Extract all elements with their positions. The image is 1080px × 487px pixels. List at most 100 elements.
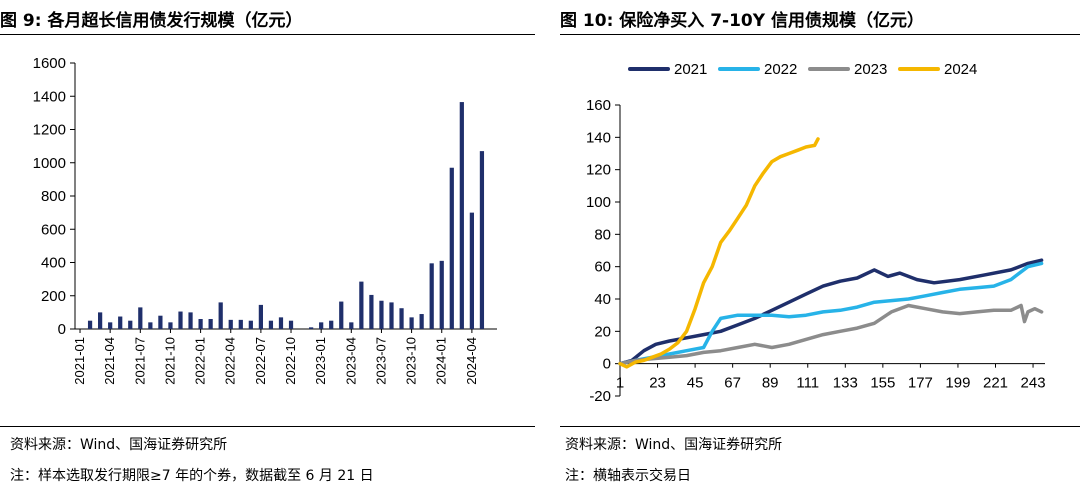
left-title-rule xyxy=(0,34,535,35)
bar-2023-03 xyxy=(339,301,344,329)
bar-2022-03 xyxy=(218,302,223,329)
y-tick-label: 20 xyxy=(594,323,611,340)
x-tick-label: 2021-10 xyxy=(163,337,178,385)
x-tick-label: 2023-01 xyxy=(313,337,328,385)
right-source: 资料来源：Wind、国海证券研究所 xyxy=(565,437,783,453)
bar-2021-06 xyxy=(128,320,133,329)
bar-2022-02 xyxy=(208,319,213,329)
bar-2022-04 xyxy=(228,319,233,329)
y-tick-label: 80 xyxy=(594,226,611,243)
bar-2024-01 xyxy=(439,260,444,329)
bar-2023-01 xyxy=(319,322,324,329)
y-tick-label: 1400 xyxy=(33,88,66,105)
bar-2023-11 xyxy=(419,314,424,329)
y-tick-label: 400 xyxy=(41,255,66,272)
left-panel: 图 9: 各月超长信用债发行规模（亿元） 0 200 400 600 800 1000 12… xyxy=(0,11,535,484)
legend-label-2021: 2021 xyxy=(674,61,707,78)
x-tick-label: 221 xyxy=(983,375,1008,392)
y-tick-label: 200 xyxy=(41,288,66,305)
right-footer-rule xyxy=(560,426,1080,427)
bar-2021-11 xyxy=(178,311,183,329)
bar-2023-07 xyxy=(379,300,384,329)
y-tick-label: 1200 xyxy=(33,122,66,139)
right-figure-title: 图 10: 保险净买入 7-10Y 信用债规模（亿元） xyxy=(560,11,924,31)
y-tick-label: 0 xyxy=(603,356,611,373)
bar-2024-02 xyxy=(449,167,454,329)
bar-2023-10 xyxy=(409,317,414,329)
y-tick-label: -20 xyxy=(589,388,611,405)
y-tick-label: 1000 xyxy=(33,155,66,172)
x-tick-label: 1 xyxy=(616,375,624,392)
legend-label-2023: 2023 xyxy=(854,61,887,78)
bar-2022-05 xyxy=(238,319,243,329)
x-tick-label: 243 xyxy=(1021,375,1046,392)
line-chart: -20 0 20 40 60 80 100 120 140 160 1 23 45 67 89 111 133 1… xyxy=(586,61,1046,405)
x-tick-label: 2023-10 xyxy=(404,337,419,385)
bar-2022-08 xyxy=(268,320,274,329)
bar-2024-04 xyxy=(469,212,474,330)
series-line-2022 xyxy=(618,261,1044,366)
right-panel: 图 10: 保险净买入 7-10Y 信用债规模（亿元） -20 0 20 40 60 80… xyxy=(560,0,1080,487)
y-tick-label: 40 xyxy=(594,291,611,308)
bar-2021-09 xyxy=(158,315,163,329)
legend-label-2022: 2022 xyxy=(764,61,797,78)
x-tick-label: 2022-10 xyxy=(283,337,298,385)
bar-2022-09 xyxy=(278,317,284,329)
bar-2022-12 xyxy=(309,327,314,329)
bar-2021-07 xyxy=(138,307,143,329)
legend-label-2024: 2024 xyxy=(944,61,977,78)
x-tick-label: 199 xyxy=(945,375,970,392)
y-tick-label: 140 xyxy=(586,129,611,146)
x-tick-label: 177 xyxy=(908,375,933,392)
bar-2022-06 xyxy=(248,320,253,329)
y-tick-label: 120 xyxy=(586,162,611,179)
bar-2023-04 xyxy=(349,322,354,329)
x-tick-label: 2021-07 xyxy=(132,337,147,385)
left-note: 注：样本选取发行期限≥7 年的个券，数据截至 6 月 21 日 xyxy=(10,468,374,484)
y-tick-label: 800 xyxy=(41,188,66,205)
left-source: 资料来源：Wind、国海证券研究所 xyxy=(10,437,228,453)
bar-chart: 0 200 400 600 800 1000 1200 1400 1600 2021-01 2021… xyxy=(33,55,497,385)
series-line-2024 xyxy=(618,137,820,369)
bar-2021-03 xyxy=(98,312,103,330)
bar-2023-12 xyxy=(429,263,434,329)
bar-2021-10 xyxy=(168,322,173,329)
bar-2023-02 xyxy=(329,320,334,329)
x-tick-label: 2024-04 xyxy=(464,337,479,385)
bar-2021-02 xyxy=(87,320,93,329)
bar-2021-05 xyxy=(118,316,123,329)
x-tick-label: 2024-01 xyxy=(434,337,449,385)
right-note: 注：横轴表示交易日 xyxy=(565,468,691,484)
x-tick-label: 155 xyxy=(870,375,895,392)
bar-2021-12 xyxy=(188,312,193,330)
series-line-2023 xyxy=(618,303,1044,366)
y-tick-label: 1600 xyxy=(33,55,66,72)
x-tick-label: 89 xyxy=(762,375,779,392)
x-tick-label: 23 xyxy=(649,375,666,392)
bar-2023-06 xyxy=(369,294,374,329)
left-footer-rule xyxy=(0,426,535,427)
bar-2022-07 xyxy=(258,304,263,329)
bar-2024-05 xyxy=(479,151,485,329)
x-tick-label: 2022-04 xyxy=(223,337,238,385)
x-tick-label: 2021-04 xyxy=(102,337,117,385)
y-tick-label: 600 xyxy=(41,221,66,238)
bar-2021-08 xyxy=(148,322,153,329)
bar-2023-05 xyxy=(359,281,364,329)
left-figure-title: 图 9: 各月超长信用债发行规模（亿元） xyxy=(0,11,303,31)
x-tick-label: 67 xyxy=(724,375,741,392)
bar-2022-10 xyxy=(288,320,294,329)
bar-2023-09 xyxy=(399,308,404,329)
bar-2023-08 xyxy=(389,302,394,329)
series-line-2021 xyxy=(618,258,1044,366)
y-tick-label: 60 xyxy=(594,259,611,276)
right-title-rule xyxy=(560,34,1080,35)
bar-2022-01 xyxy=(198,319,203,329)
bar-2021-04 xyxy=(108,322,113,329)
x-tick-label: 2023-07 xyxy=(374,337,389,385)
bar-2024-03 xyxy=(459,102,464,329)
x-tick-label: 2022-01 xyxy=(193,337,208,385)
x-tick-label: 2021-01 xyxy=(72,337,87,385)
x-tick-label: 133 xyxy=(833,375,858,392)
x-tick-label: 45 xyxy=(687,375,704,392)
